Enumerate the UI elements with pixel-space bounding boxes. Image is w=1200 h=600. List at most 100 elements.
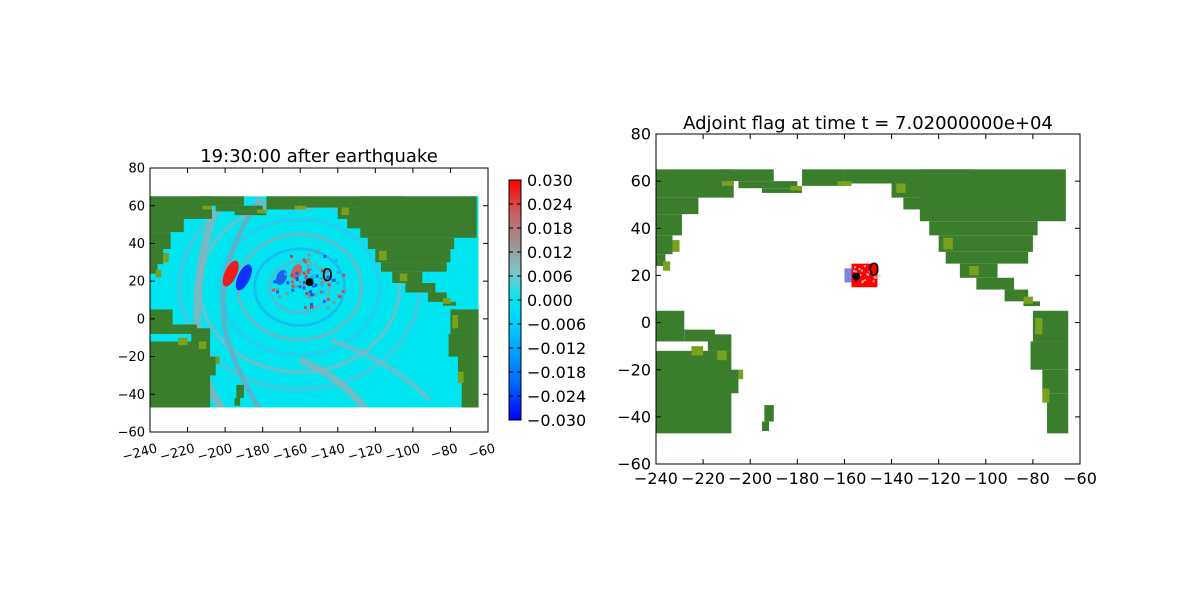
land-block bbox=[375, 249, 451, 263]
wave-speckle bbox=[289, 254, 293, 258]
wave-speckle bbox=[336, 270, 340, 274]
land-block bbox=[150, 309, 173, 334]
x-tick-label: −160 bbox=[271, 441, 309, 465]
wave-speckle bbox=[303, 306, 307, 310]
x-tick-label: −100 bbox=[384, 441, 422, 465]
colorbar-tick-label: −0.030 bbox=[527, 411, 586, 430]
wave-speckle bbox=[326, 306, 330, 310]
land-block bbox=[1042, 369, 1069, 394]
no-data-area bbox=[150, 168, 488, 197]
adjoint-x-axis: −240 −220 −200 −180 −160 −140 −120 −100 −80 −60 bbox=[634, 134, 1097, 488]
wave-speckle bbox=[320, 284, 324, 288]
wave-speckle bbox=[341, 290, 345, 294]
wave-speckle bbox=[302, 286, 306, 290]
wave-speckle bbox=[307, 293, 311, 297]
land-block bbox=[938, 235, 1033, 252]
land-block bbox=[234, 211, 267, 216]
colorbar-ticks: 0.030 0.024 0.018 0.012 0.006 0.000 −0.006 −0.0… bbox=[509, 171, 586, 430]
land-block bbox=[762, 421, 770, 431]
coast-block bbox=[790, 185, 803, 191]
coast-block bbox=[721, 181, 734, 186]
wave-speckle bbox=[290, 273, 294, 277]
wave-speckle bbox=[275, 288, 279, 292]
wave-speckle bbox=[336, 281, 340, 285]
wave-speckle bbox=[308, 290, 312, 294]
land-block bbox=[707, 334, 732, 351]
y-tick-label: 60 bbox=[128, 199, 145, 214]
colorbar-tick-label: 0.024 bbox=[527, 195, 573, 214]
wave-speckle bbox=[298, 285, 302, 289]
y-tick-label: −20 bbox=[617, 360, 651, 379]
wave-speckle bbox=[272, 288, 276, 292]
wave-front bbox=[220, 198, 263, 412]
x-tick-label: −80 bbox=[429, 441, 459, 463]
y-tick-label: 80 bbox=[631, 125, 651, 144]
land-block bbox=[191, 328, 211, 342]
wave-extreme bbox=[222, 260, 239, 287]
x-tick-label: −240 bbox=[121, 441, 159, 465]
wave-surface-panel: 19:30:00 after earthquake 0 −240 −220 −200… bbox=[118, 146, 497, 465]
wave-speckle bbox=[303, 260, 307, 264]
land-block bbox=[266, 196, 301, 210]
coast-block bbox=[198, 341, 207, 350]
flag-speckle bbox=[866, 273, 869, 276]
wave-extreme bbox=[275, 269, 288, 285]
x-tick-label: −140 bbox=[308, 441, 346, 465]
wave-speckle bbox=[285, 292, 289, 296]
land-block bbox=[204, 356, 216, 376]
coast-block bbox=[1035, 317, 1043, 335]
colorbar: 0.030 0.024 0.018 0.012 0.006 0.000 −0.006 −0.0… bbox=[508, 171, 586, 430]
wave-speckle bbox=[310, 305, 314, 309]
wave-speckle bbox=[326, 297, 330, 301]
land-block bbox=[738, 181, 798, 189]
land-block bbox=[457, 356, 479, 376]
land-block bbox=[360, 196, 477, 238]
land-block bbox=[405, 283, 436, 293]
land-block bbox=[656, 197, 699, 215]
land-block bbox=[172, 324, 197, 334]
flag-speckle bbox=[872, 280, 875, 283]
wave-speckle bbox=[302, 258, 306, 262]
adjoint-plot-title: Adjoint flag at time t = 7.02000000e+04 bbox=[683, 113, 1053, 134]
flag-speckle bbox=[874, 274, 877, 277]
flag-speckle bbox=[878, 274, 881, 277]
wave-speckle bbox=[320, 269, 324, 273]
no-data-area bbox=[478, 168, 488, 432]
flag-speckle bbox=[853, 266, 856, 269]
land-block bbox=[656, 310, 685, 342]
wave-speckle bbox=[304, 274, 308, 278]
wave-speckle bbox=[326, 275, 330, 279]
land-block bbox=[461, 375, 479, 408]
land-block bbox=[656, 350, 732, 434]
x-tick-label: −100 bbox=[964, 469, 1008, 488]
land-block bbox=[150, 341, 211, 408]
land-block bbox=[802, 169, 845, 186]
coast-block bbox=[969, 266, 979, 276]
land-block bbox=[719, 169, 774, 182]
land-block bbox=[300, 196, 404, 208]
wave-extreme bbox=[290, 264, 303, 280]
wave-speckle bbox=[332, 301, 336, 305]
wave-speckle bbox=[273, 280, 277, 284]
coast-block bbox=[202, 205, 212, 210]
x-tick-label: −160 bbox=[822, 469, 866, 488]
wave-speckle bbox=[342, 273, 346, 277]
flag-speckle bbox=[860, 269, 863, 272]
wave-speckle bbox=[323, 254, 327, 258]
coast-block bbox=[163, 252, 169, 263]
land-mask bbox=[656, 169, 1069, 434]
x-tick-label: −80 bbox=[1016, 469, 1050, 488]
flag-speckle bbox=[859, 274, 862, 277]
land-block bbox=[200, 196, 244, 206]
wave-speckle bbox=[310, 293, 314, 297]
land-block bbox=[976, 277, 1015, 290]
wave-speckle bbox=[324, 278, 328, 282]
coast-block bbox=[663, 261, 671, 271]
wave-speckle bbox=[307, 258, 311, 262]
wave-marker-layer: 0 bbox=[305, 265, 333, 287]
coast-block bbox=[215, 356, 220, 365]
land-block bbox=[656, 235, 673, 255]
wave-speckle bbox=[321, 280, 325, 284]
wave-speckle bbox=[302, 271, 306, 275]
